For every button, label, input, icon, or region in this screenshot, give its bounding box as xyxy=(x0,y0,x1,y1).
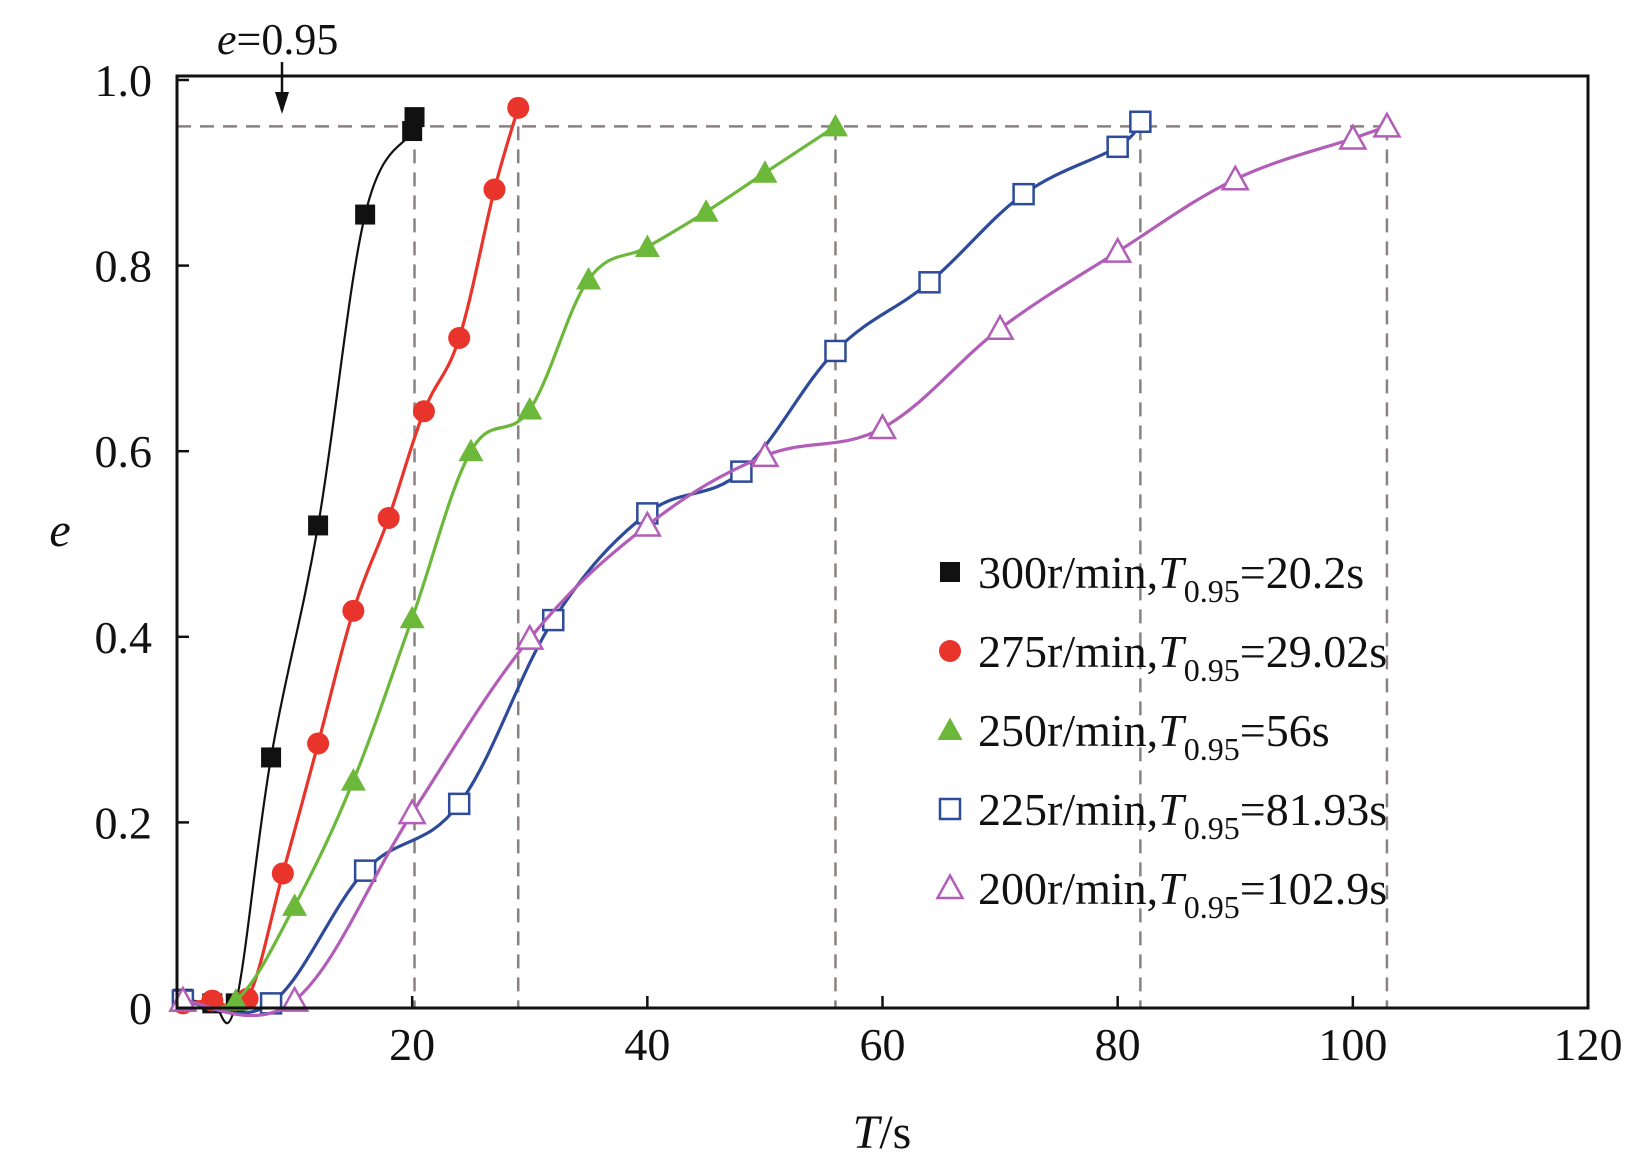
y-tick-label: 0.4 xyxy=(95,612,153,663)
data-point xyxy=(271,862,294,885)
legend-label: 300r/min,T0.95=20.2s xyxy=(978,547,1364,609)
data-point xyxy=(632,510,662,537)
legend-entry: 250r/min,T0.95=56s xyxy=(937,705,1330,767)
data-point xyxy=(355,204,376,225)
legend-label: 225r/min,T0.95=81.93s xyxy=(978,784,1387,846)
legend-marker xyxy=(937,717,963,740)
x-tick-label: 120 xyxy=(1554,1019,1623,1070)
x-tick-label: 20 xyxy=(389,1019,435,1070)
threshold-lines xyxy=(177,125,1394,1008)
data-point xyxy=(918,271,941,294)
data-point xyxy=(750,440,780,468)
data-point xyxy=(634,234,660,258)
legend-marker xyxy=(940,562,960,582)
x-tick-label: 100 xyxy=(1318,1019,1387,1070)
data-point xyxy=(261,747,282,768)
x-tick-label: 40 xyxy=(624,1019,670,1070)
data-point xyxy=(1220,164,1250,191)
data-point xyxy=(822,113,848,137)
data-point xyxy=(985,313,1015,340)
y-tick-label: 0 xyxy=(129,983,152,1034)
series-250r/min xyxy=(170,113,848,1011)
legend-marker xyxy=(935,872,965,900)
data-point xyxy=(404,107,425,128)
data-point xyxy=(1372,111,1402,138)
data-point xyxy=(752,160,778,183)
y-tick-label: 0.6 xyxy=(95,426,153,477)
y-axis-title: e xyxy=(49,504,70,557)
data-point xyxy=(448,326,471,349)
data-point xyxy=(399,605,425,629)
x-axis-title: T/s xyxy=(853,1106,912,1159)
data-point xyxy=(447,792,471,816)
data-point xyxy=(340,768,366,791)
data-point xyxy=(824,339,847,363)
x-tick-label: 60 xyxy=(860,1019,906,1070)
data-point xyxy=(867,412,898,440)
data-point xyxy=(1012,182,1035,206)
legend-label: 200r/min,T0.95=102.9s xyxy=(978,863,1387,925)
legend: 300r/min,T0.95=20.2s 275r/min,T0.95=29.02… xyxy=(935,547,1387,925)
data-point xyxy=(223,988,249,1011)
data-point xyxy=(515,623,545,650)
legend-entry: 275r/min,T0.95=29.02s xyxy=(939,626,1387,688)
data-point xyxy=(1103,236,1133,263)
y-tick-label: 0.2 xyxy=(95,797,153,848)
legend-marker xyxy=(939,640,961,662)
legend-marker xyxy=(938,797,962,821)
data-point xyxy=(1129,110,1152,134)
legend-entry: 200r/min,T0.95=102.9s xyxy=(935,863,1387,925)
data-point xyxy=(507,96,530,119)
y-tick-label: 1.0 xyxy=(95,55,153,106)
data-point xyxy=(279,985,310,1012)
threshold-annotation: e=0.95 xyxy=(217,15,338,64)
data-point xyxy=(693,199,719,222)
data-point xyxy=(307,732,330,755)
data-point xyxy=(353,859,377,882)
threshold-arrow-icon xyxy=(275,62,289,114)
axis-ticks xyxy=(177,78,1590,1008)
data-point xyxy=(1106,135,1129,159)
series-200r/min xyxy=(168,111,1402,1018)
data-point xyxy=(377,507,400,530)
data-point xyxy=(412,400,435,423)
data-point xyxy=(483,178,506,201)
legend-label: 250r/min,T0.95=56s xyxy=(978,705,1330,767)
y-tick-label: 0.8 xyxy=(95,241,153,292)
legend-entry: 300r/min,T0.95=20.2s xyxy=(940,547,1364,609)
data-point xyxy=(282,893,308,916)
axis-tick-labels: 20 40 60 80 100 120 0 0.2 0.4 0.6 0.8 1.0 xyxy=(95,55,1623,1070)
legend-entry: 225r/min,T0.95=81.93s xyxy=(938,784,1387,846)
data-point xyxy=(342,599,365,622)
data-point xyxy=(576,267,602,290)
data-point xyxy=(517,396,543,420)
data-point xyxy=(458,438,484,462)
legend-label: 275r/min,T0.95=29.02s xyxy=(978,626,1387,688)
x-tick-label: 80 xyxy=(1095,1019,1141,1070)
data-point xyxy=(397,798,427,825)
series-line xyxy=(182,116,418,1025)
data-point xyxy=(308,515,329,536)
data-point xyxy=(1338,123,1368,150)
